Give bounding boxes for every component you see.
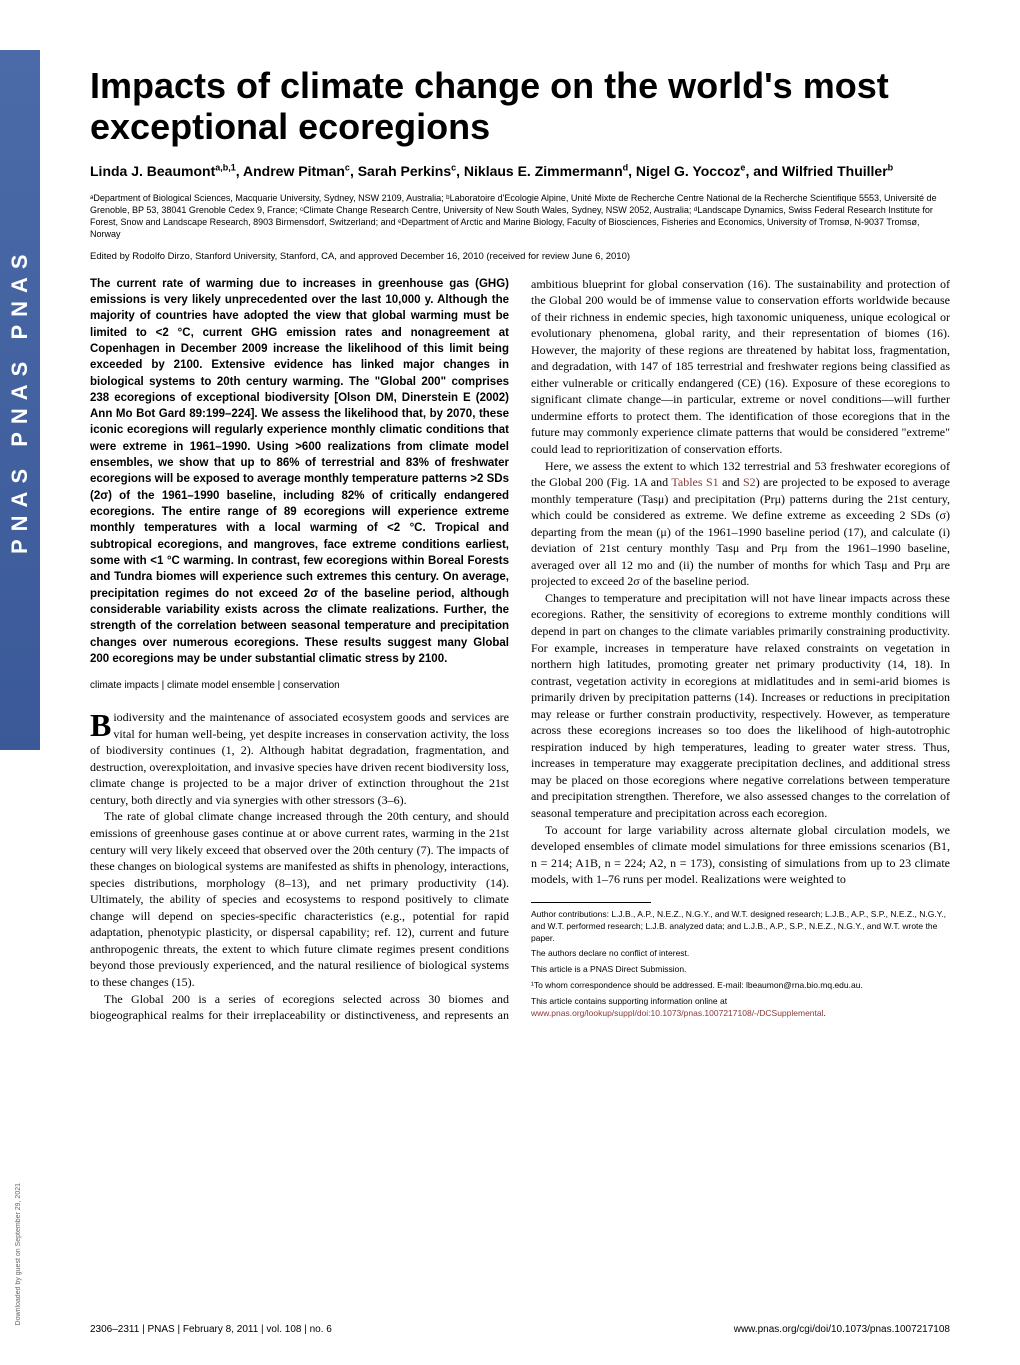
tables-s1-link[interactable]: Tables S1 [671, 475, 718, 489]
body-paragraph-4: Here, we assess the extent to which 132 … [531, 458, 950, 590]
author-contributions: Author contributions: L.J.B., A.P., N.E.… [531, 909, 950, 945]
tables-s2-link[interactable]: S2 [743, 475, 756, 489]
body-paragraph-2: The rate of global climate change increa… [90, 808, 509, 990]
affiliations: ᵃDepartment of Biological Sciences, Macq… [90, 192, 950, 241]
footnotes-block: Author contributions: L.J.B., A.P., N.E.… [531, 909, 950, 1020]
article-page: Impacts of climate change on the world's… [90, 65, 950, 1024]
supporting-info: This article contains supporting informa… [531, 996, 950, 1020]
dropcap: B [90, 709, 113, 739]
p4-post: ) are projected to be exposed to average… [531, 475, 950, 588]
body-paragraph-5: Changes to temperature and precipitation… [531, 590, 950, 822]
p4-mid: and [719, 475, 743, 489]
pnas-sidebar-banner: PNAS PNAS PNAS [0, 50, 40, 750]
conflict-statement: The authors declare no conflict of inter… [531, 948, 950, 960]
article-title: Impacts of climate change on the world's… [90, 65, 950, 148]
keywords: climate impacts | climate model ensemble… [90, 679, 509, 693]
corresponding-author: ¹To whom correspondence should be addres… [531, 980, 950, 992]
submission-type: This article is a PNAS Direct Submission… [531, 964, 950, 976]
abstract: The current rate of warming due to incre… [90, 276, 509, 668]
edited-by-line: Edited by Rodolfo Dirzo, Stanford Univer… [90, 251, 950, 262]
two-column-body: The current rate of warming due to incre… [90, 276, 950, 1024]
footer-right: www.pnas.org/cgi/doi/10.1073/pnas.100721… [734, 1324, 950, 1335]
footer-left: 2306–2311 | PNAS | February 8, 2011 | vo… [90, 1324, 332, 1335]
supp-pre: This article contains supporting informa… [531, 996, 727, 1006]
body-paragraph-1: Biodiversity and the maintenance of asso… [90, 709, 509, 808]
supp-post: . [824, 1008, 826, 1018]
page-footer: 2306–2311 | PNAS | February 8, 2011 | vo… [90, 1324, 950, 1335]
supplemental-link[interactable]: www.pnas.org/lookup/suppl/doi:10.1073/pn… [531, 1008, 824, 1018]
p1-text: iodiversity and the maintenance of assoc… [90, 710, 509, 807]
footnote-rule [531, 902, 651, 903]
author-list: Linda J. Beaumonta,b,1, Andrew Pitmanc, … [90, 162, 950, 180]
download-note: Downloaded by guest on September 29, 202… [15, 1183, 22, 1325]
body-paragraph-6: To account for large variability across … [531, 822, 950, 888]
